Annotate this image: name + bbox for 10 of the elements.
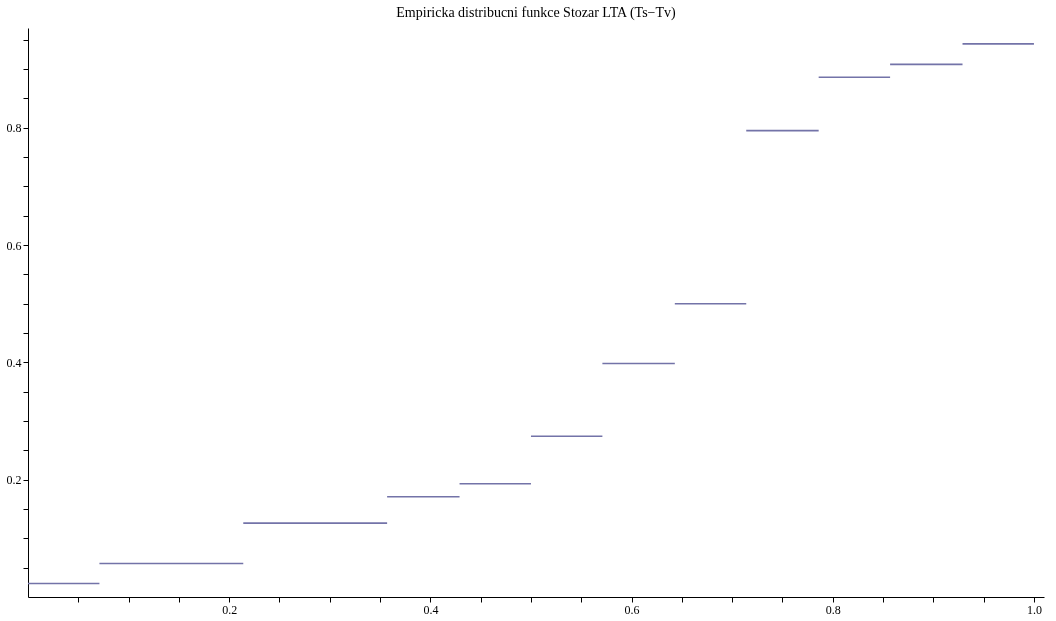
y-tick-label: 0.4 xyxy=(6,355,22,370)
x-tick-label: 0.6 xyxy=(624,602,640,617)
y-tick-label: 0.8 xyxy=(6,121,22,136)
x-tick-label: 1.0 xyxy=(1026,602,1042,617)
y-tick-label: 0.6 xyxy=(6,238,22,253)
y-tick-label: 0.2 xyxy=(6,473,22,488)
x-tick-label: 0.4 xyxy=(423,602,439,617)
x-tick-label: 0.8 xyxy=(825,602,841,617)
chart-title: Empiricka distribucni funkce Stozar LTA (Ts−Tv) xyxy=(396,5,677,21)
x-tick-label: 0.2 xyxy=(222,602,238,617)
